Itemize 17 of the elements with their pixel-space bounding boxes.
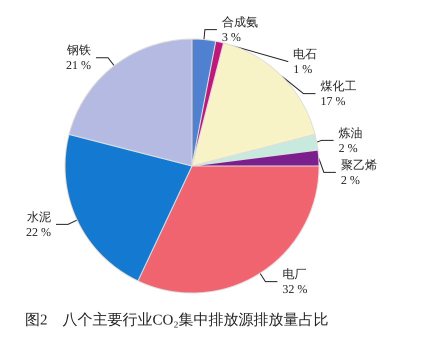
slice-label: 电厂 xyxy=(282,267,306,282)
data-label: 3 % xyxy=(222,30,241,44)
text: 图2 八个主要行业CO₂集中排放源排放量占比 xyxy=(25,312,329,328)
slice-label: 炼油 xyxy=(338,126,363,140)
data-label: 17 % xyxy=(320,94,346,108)
data-label: 2 % xyxy=(338,140,358,155)
slice-label: 煤化工 xyxy=(320,79,356,94)
slice-label: 聚乙烯 xyxy=(340,158,377,172)
data-label: 22 % xyxy=(26,224,52,239)
data-label: 2 % xyxy=(340,172,360,187)
data-label: 1 % xyxy=(293,62,312,76)
slice-label: 合成氨 xyxy=(222,15,258,30)
slice-label: 水泥 xyxy=(27,210,52,224)
slice-label: 钢铁 xyxy=(66,43,92,58)
data-label: 21 % xyxy=(66,58,92,72)
data-label: 32 % xyxy=(282,282,308,296)
slice-label: 电石 xyxy=(293,47,318,62)
